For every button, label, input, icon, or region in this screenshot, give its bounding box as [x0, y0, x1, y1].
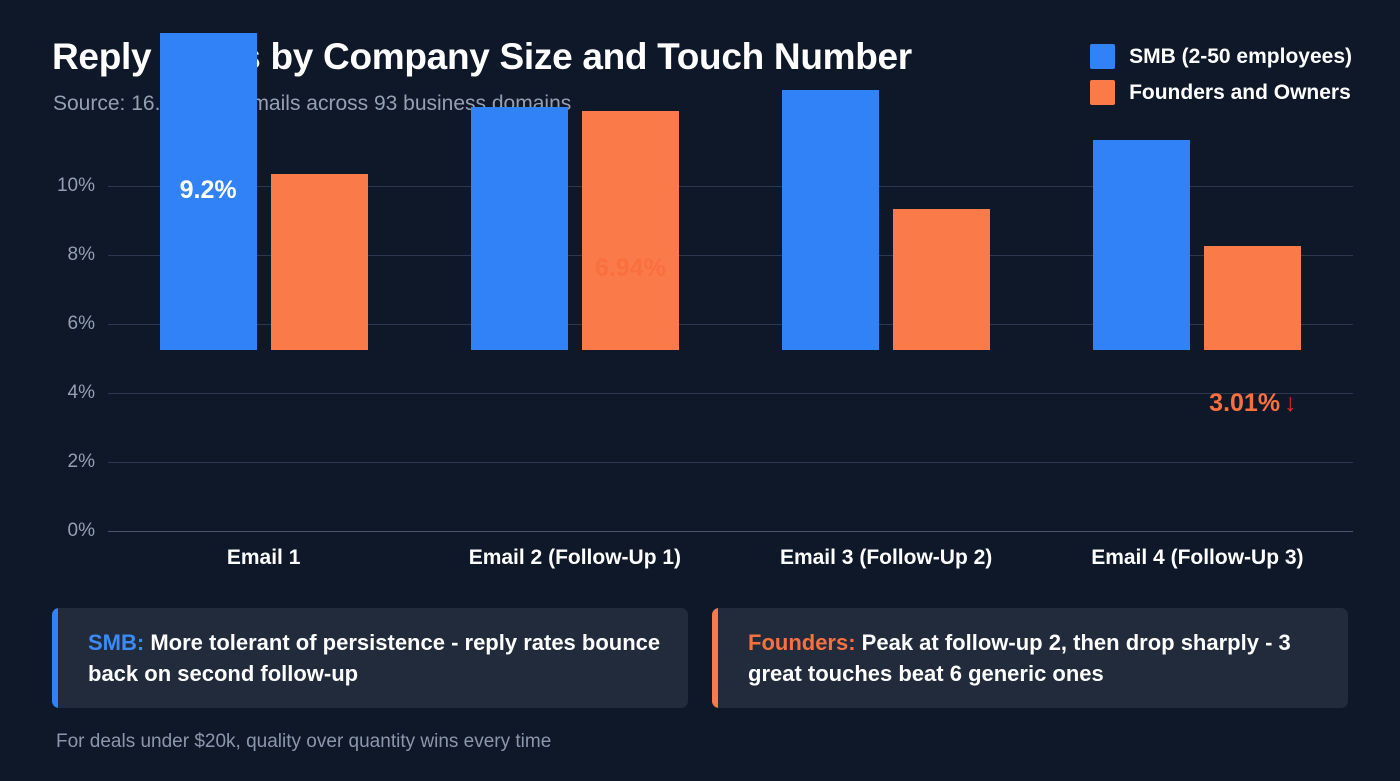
callout-accent-bar — [712, 608, 718, 708]
gridline — [108, 393, 1353, 394]
square-swatch-icon — [1090, 80, 1116, 105]
square-swatch-icon — [1090, 44, 1116, 69]
bar-smb[interactable] — [1093, 139, 1191, 350]
legend-item-founders: Founders and Owners — [1090, 80, 1351, 105]
gridline — [108, 186, 1353, 187]
bar-founders[interactable] — [581, 110, 679, 350]
y-axis-tick-label: 8% — [67, 244, 95, 265]
bar-founders[interactable] — [893, 208, 991, 350]
y-axis-tick-label: 2% — [67, 451, 95, 472]
arrow-down-icon: ↓ — [1284, 389, 1297, 418]
callout-body: More tolerant of persistence - reply rat… — [88, 629, 661, 686]
x-axis-category-label: Email 3 (Follow-Up 2) — [779, 546, 993, 569]
legend-item-smb: SMB (2-50 employees) — [1090, 44, 1352, 69]
gridline — [108, 462, 1353, 463]
bar-value-label: 6.94% — [595, 254, 666, 283]
bar-value-label: 9.2% — [180, 176, 237, 205]
x-axis-category-label: Email 2 (Follow-Up 1) — [468, 546, 682, 569]
chart-legend: SMB (2-50 employees) Founders and Owners — [1090, 44, 1352, 105]
bar-value-text: 9.2% — [179, 175, 237, 204]
bar-value-label: 3.01% ↓ — [1209, 389, 1296, 418]
bar-founders[interactable] — [1204, 246, 1302, 350]
gridline — [108, 324, 1353, 325]
bar-chart-plot: 0% 2% 4% 6% 8% 10% 9.2% 6.94% 3.01% ↓ Email 1 Ema… — [56, 32, 1353, 569]
y-axis-tick-label: 4% — [67, 382, 95, 403]
callout-text: SMB: More tolerant of persistence - repl… — [52, 627, 688, 689]
callout-founders: Founders: Peak at follow-up 2, then drop… — [712, 608, 1348, 708]
callout-text: Founders: Peak at follow-up 2, then drop… — [712, 627, 1348, 689]
y-axis-tick-label: 6% — [67, 313, 95, 334]
callout-lead: Founders: — [748, 629, 856, 655]
legend-label: SMB (2-50 employees) — [1129, 44, 1352, 68]
gridline — [108, 255, 1353, 256]
callout-smb: SMB: More tolerant of persistence - repl… — [52, 608, 688, 708]
gridline — [108, 531, 1353, 532]
bar-smb[interactable] — [470, 107, 568, 350]
callout-accent-bar — [52, 608, 58, 708]
callout-body: Peak at follow-up 2, then drop sharply -… — [748, 629, 1291, 686]
bar-smb[interactable] — [159, 32, 257, 350]
x-axis-category-label: Email 1 — [226, 546, 301, 569]
callout-lead: SMB: — [88, 629, 145, 655]
x-axis-category-label: Email 4 (Follow-Up 3) — [1091, 546, 1304, 569]
bar-value-text: 3.01% — [1209, 389, 1281, 418]
bar-smb[interactable] — [782, 89, 880, 350]
legend-label: Founders and Owners — [1129, 80, 1351, 104]
y-axis-tick-label: 10% — [56, 175, 95, 196]
y-axis-tick-label: 0% — [67, 520, 95, 541]
footer-note: For deals under $20k, quality over quant… — [56, 731, 552, 752]
bar-founders[interactable] — [270, 174, 368, 350]
bar-value-text: 6.94% — [594, 253, 666, 282]
